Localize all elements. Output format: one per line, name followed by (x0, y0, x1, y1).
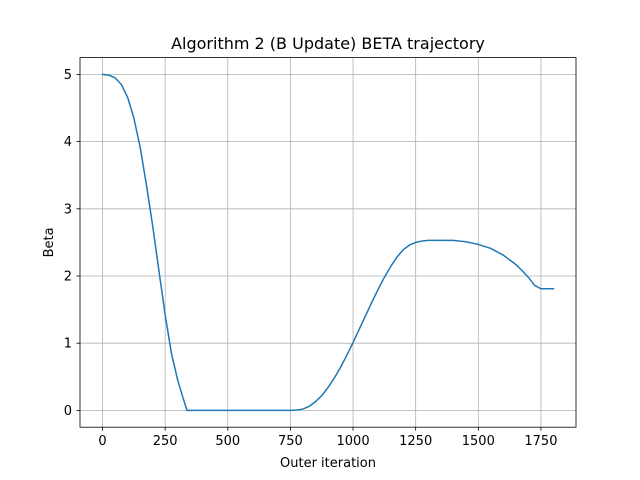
plot-frame (79, 57, 577, 428)
x-tick-label: 750 (278, 434, 303, 449)
series-layer (101, 73, 555, 412)
y-axis-label: Beta (42, 227, 57, 257)
y-tick-label: 5 (64, 68, 72, 83)
y-tick-label: 1 (64, 337, 72, 352)
plot-background (80, 57, 576, 428)
x-tick-label: 1500 (462, 434, 495, 449)
chart-title: Algorithm 2 (B Update) BETA trajectory (171, 34, 485, 53)
grid (80, 57, 576, 428)
beta-series-line (101, 73, 555, 412)
x-tick-label: 0 (98, 434, 106, 449)
ticks: 0 250 500 750 1000 1250 1500 1750 0 1 2 3 4 5 (64, 68, 558, 449)
y-tick-label: 3 (64, 202, 72, 217)
x-tick-label: 1250 (399, 434, 432, 449)
x-tick-label: 250 (153, 434, 178, 449)
y-tick-label: 0 (64, 404, 72, 419)
x-tick-label: 1000 (337, 434, 370, 449)
y-tick-label: 2 (64, 270, 72, 285)
x-tick-label: 500 (215, 434, 240, 449)
x-axis-label: Outer iteration (280, 456, 376, 471)
x-tick-label: 1750 (524, 434, 557, 449)
y-tick-label: 4 (64, 135, 72, 150)
